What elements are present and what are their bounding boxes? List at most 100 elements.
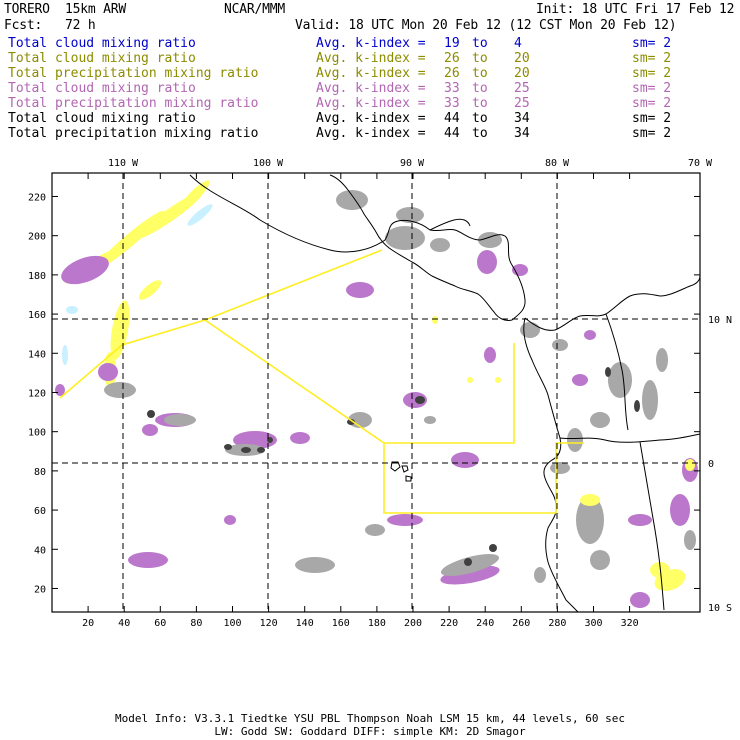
y-tick-label: 200	[28, 232, 46, 243]
cloud-magenta	[387, 514, 423, 526]
cloud-yellow	[110, 300, 130, 360]
cloud-magenta	[630, 592, 650, 608]
x-tick-label: 140	[296, 618, 314, 629]
y-tick-label: 80	[34, 467, 46, 478]
cloud-gray	[608, 362, 632, 398]
coastline-yucatan	[429, 218, 471, 231]
legend-name: Total precipitation mixing ratio	[8, 126, 259, 141]
cloud-yellow	[467, 377, 473, 383]
legend-to: to	[472, 96, 488, 111]
lon-label: 100 W	[253, 158, 284, 169]
cloud-magenta	[572, 374, 588, 386]
cloud-core	[464, 558, 472, 566]
x-tick-label: 120	[260, 618, 278, 629]
legend-to: to	[472, 126, 488, 141]
legend-to: to	[472, 81, 488, 96]
cloud-core	[415, 396, 425, 404]
legend-row: Total cloud mixing ratio Avg. k-index = 19…	[8, 36, 738, 51]
x-tick-label: 240	[476, 618, 494, 629]
boundary-west-diag	[204, 319, 385, 444]
galapagos-islands	[390, 461, 412, 482]
cloud-gray	[478, 232, 502, 248]
cloud-gray	[396, 207, 424, 223]
map-frame	[51, 172, 701, 613]
cloud-gray	[576, 496, 604, 544]
forecast-hour: Fcst: 72 h	[4, 18, 96, 33]
x-tick-label: 300	[584, 618, 602, 629]
legend-name: Total cloud mixing ratio	[8, 51, 196, 66]
y-tick-label: 20	[34, 584, 46, 595]
cloud-magenta	[142, 424, 158, 436]
legend-sm: sm= 2	[632, 36, 672, 51]
cloud-yellow	[138, 280, 162, 300]
footer-line2: LW: Godd SW: Goddard DIFF: simple KM: 2D…	[214, 725, 526, 738]
y-tick-label: 140	[28, 349, 46, 360]
lat-label: 10 N	[708, 315, 732, 326]
footer-line1: Model Info: V3.3.1 Tiedtke YSU PBL Thomp…	[115, 712, 625, 725]
legend-avg: Avg. k-index =	[316, 126, 426, 141]
legend-name: Total cloud mixing ratio	[8, 36, 196, 51]
cloud-magenta	[224, 515, 236, 525]
lat-label: 10 S	[708, 603, 732, 614]
y-tick-label: 160	[28, 310, 46, 321]
cloud-cyan	[66, 306, 78, 314]
legend-to: to	[472, 66, 488, 81]
cloud-gray	[336, 190, 368, 210]
model-title: TORERO 15km ARW	[4, 2, 127, 17]
region-boundaries	[59, 249, 584, 514]
legend-sm: sm= 2	[632, 51, 672, 66]
legend-k2: 34	[514, 111, 530, 126]
cloud-magenta	[484, 347, 496, 363]
cloud-yellow	[685, 459, 695, 471]
cloud-core	[605, 367, 611, 377]
cloud-magenta	[477, 250, 497, 274]
legend-name: Total cloud mixing ratio	[8, 111, 196, 126]
x-tick-label: 260	[512, 618, 530, 629]
center-name: NCAR/MMM	[224, 2, 286, 17]
cloud-core	[224, 444, 232, 450]
valid-time: Valid: 18 UTC Mon 20 Feb 12 (12 CST Mon …	[295, 18, 677, 33]
lon-label: 90 W	[400, 158, 425, 169]
footer: Model Info: V3.3.1 Tiedtke YSU PBL Thomp…	[0, 712, 740, 738]
legend-sm: sm= 2	[632, 66, 672, 81]
cloud-magenta	[628, 514, 652, 526]
cloud-gray	[550, 462, 570, 474]
cloud-magenta	[670, 494, 690, 526]
cloud-magenta	[346, 282, 374, 298]
cloud-gray	[590, 412, 610, 428]
x-tick-label: 200	[404, 618, 422, 629]
cloud-core	[241, 447, 251, 453]
lat-lon-grid	[52, 173, 700, 612]
y-tick-label: 60	[34, 506, 46, 517]
cloud-magenta	[61, 255, 109, 285]
legend-k1: 33	[444, 96, 460, 111]
cloud-yellow	[180, 180, 210, 210]
cloud-gray	[534, 567, 546, 583]
cloud-gray	[430, 238, 450, 252]
legend-k2: 20	[514, 51, 530, 66]
coastlines	[189, 174, 701, 613]
cloud-gray	[295, 557, 335, 573]
legend-k2: 25	[514, 81, 530, 96]
border-colombia-venezuela	[605, 313, 629, 431]
y-tick-label: 100	[28, 428, 46, 439]
cloud-gray	[590, 550, 610, 570]
y-tick-label: 120	[28, 388, 46, 399]
cloud-cyan	[187, 204, 213, 226]
legend-name: Total precipitation mixing ratio	[8, 96, 259, 111]
cloud-core	[347, 419, 355, 425]
cloud-core	[147, 410, 155, 418]
coastline-ecuador-peru	[523, 317, 579, 613]
x-tick-label: 20	[82, 618, 94, 629]
y-tick-label: 220	[28, 192, 46, 203]
legend-to: to	[472, 36, 488, 51]
legend-avg: Avg. k-index =	[316, 66, 426, 81]
boundary-east-box	[384, 343, 515, 444]
cloud-yellow	[432, 316, 438, 324]
cloud-gray	[424, 416, 436, 424]
legend-sm: sm= 2	[632, 96, 672, 111]
x-tick-label: 60	[154, 618, 166, 629]
cloud-gray	[684, 530, 696, 550]
legend-k1: 44	[444, 126, 460, 141]
